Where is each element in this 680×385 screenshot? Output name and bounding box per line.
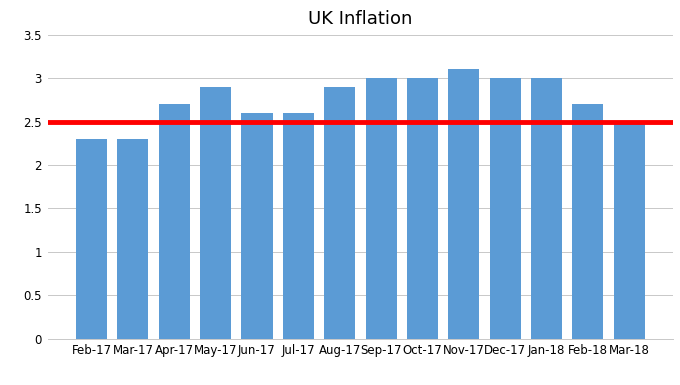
Bar [531,78,562,339]
Bar [158,104,190,339]
Bar [324,87,355,339]
Bar [490,78,521,339]
Bar [200,87,231,339]
Bar [118,139,148,339]
Title: UK Inflation: UK Inflation [308,10,413,28]
Bar [283,113,314,339]
Bar [241,113,273,339]
Bar [366,78,396,339]
Bar [448,69,479,339]
Bar [614,122,645,339]
Bar [76,139,107,339]
Bar [407,78,438,339]
Bar [573,104,603,339]
